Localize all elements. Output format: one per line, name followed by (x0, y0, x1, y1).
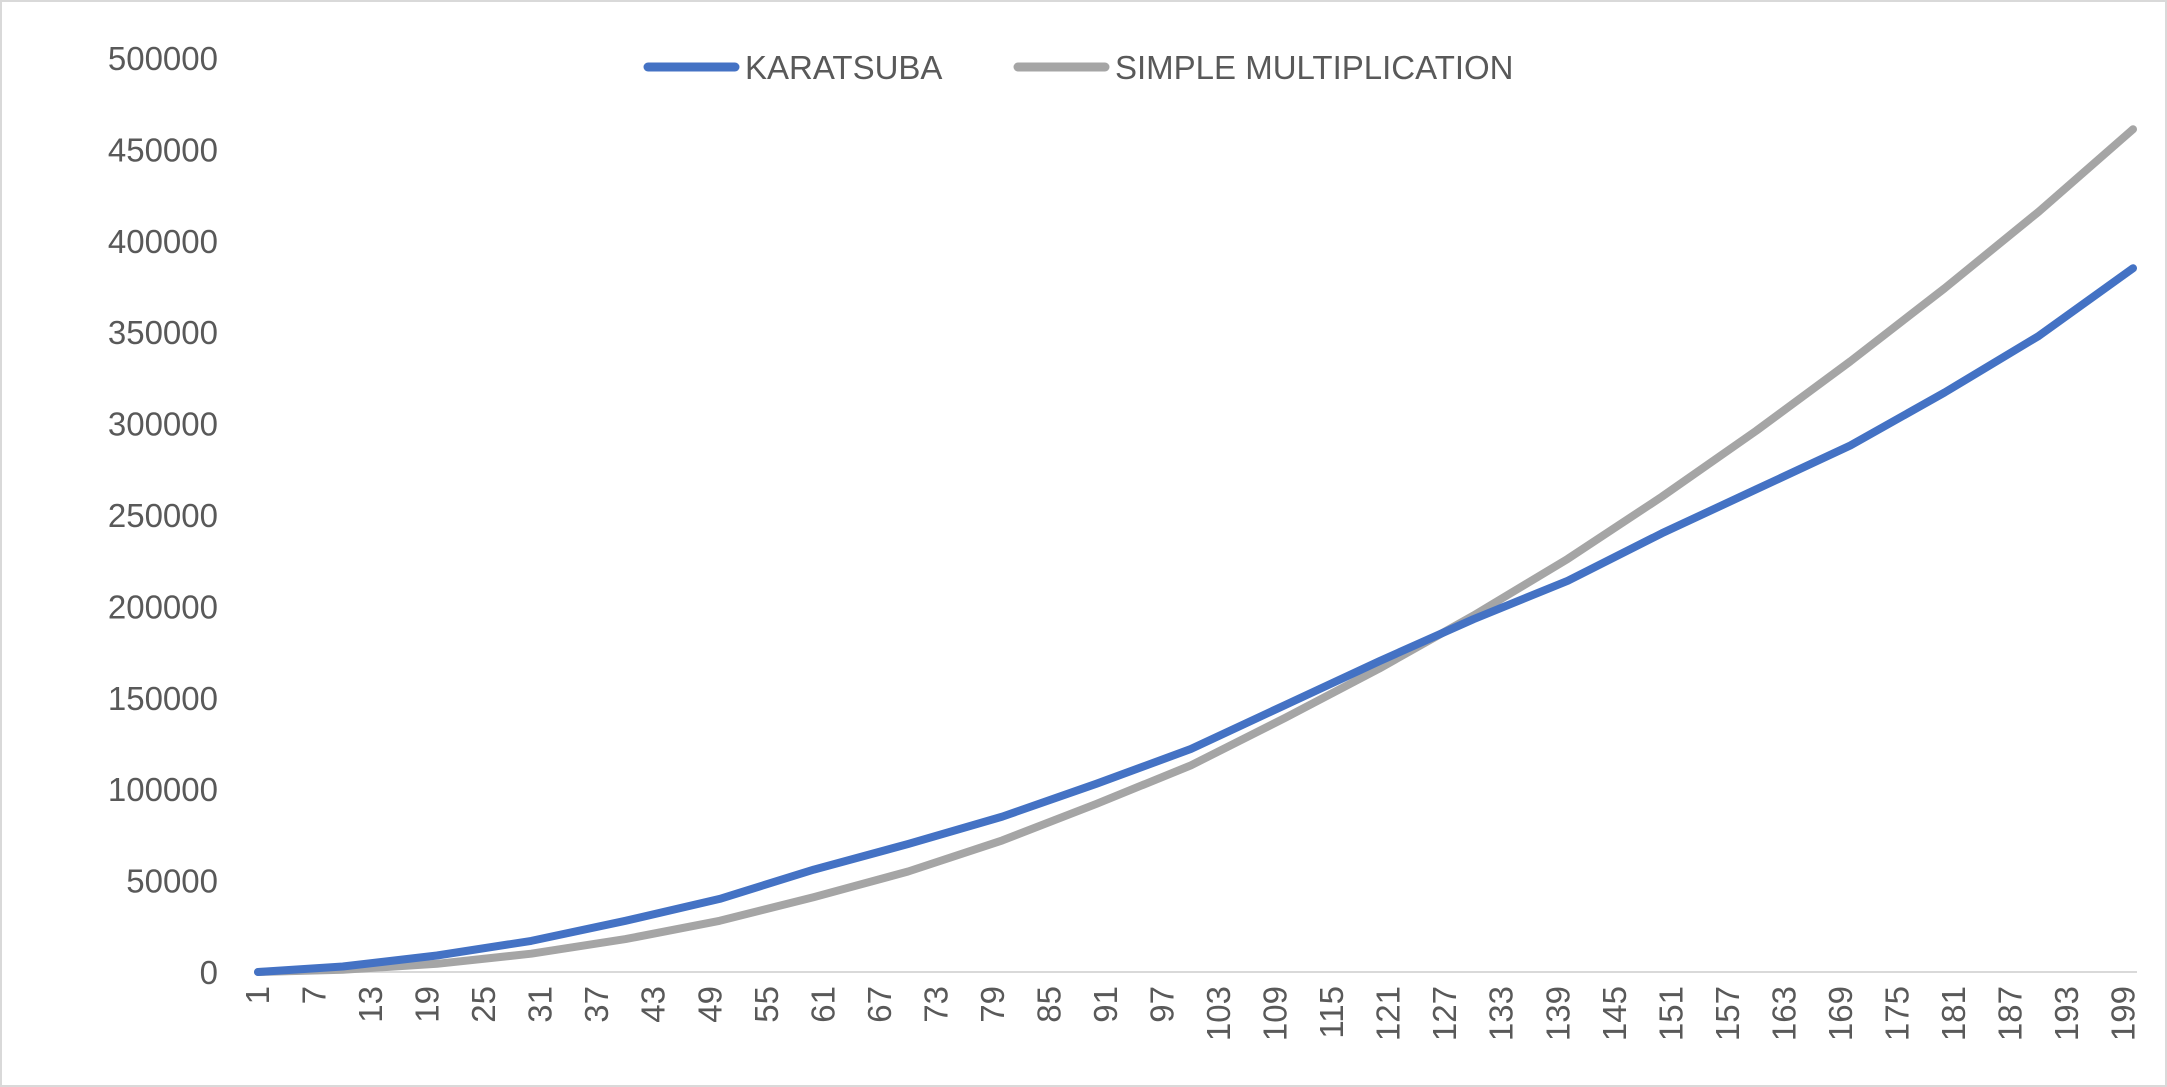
x-tick-label: 55 (748, 986, 785, 1023)
x-tick-label: 97 (1144, 986, 1181, 1023)
x-tick-label: 163 (1765, 986, 1802, 1041)
legend-label-karatsuba: KARATSUBA (745, 49, 942, 86)
x-tick-label: 7 (296, 986, 333, 1004)
series-layer (254, 125, 2137, 976)
x-tick-label: 121 (1370, 986, 1407, 1041)
series-line-simple-multiplication (254, 125, 2137, 976)
y-tick-label: 0 (200, 954, 218, 991)
x-tick-label: 145 (1596, 986, 1633, 1041)
legend-entry-karatsuba: KARATSUBA (643, 49, 942, 86)
legend-label-simple-multiplication: SIMPLE MULTIPLICATION (1115, 49, 1514, 86)
x-tick-label: 85 (1030, 986, 1067, 1023)
y-tick-label: 200000 (108, 588, 218, 625)
x-tick-label: 43 (635, 986, 672, 1023)
y-tick-label: 250000 (108, 497, 218, 534)
x-tick-label: 157 (1709, 986, 1746, 1041)
y-tick-label: 500000 (108, 40, 218, 77)
y-tick-label: 400000 (108, 223, 218, 260)
x-tick-label: 181 (1935, 986, 1972, 1041)
legend-entry-simple-multiplication: SIMPLE MULTIPLICATION (1013, 49, 1514, 86)
x-tick-label: 199 (2105, 986, 2142, 1041)
x-tick-label: 73 (917, 986, 954, 1023)
x-tick-label: 127 (1426, 986, 1463, 1041)
x-tick-label: 151 (1652, 986, 1689, 1041)
legend: KARATSUBA SIMPLE MULTIPLICATION (643, 49, 1514, 86)
x-tick-label: 19 (409, 986, 446, 1023)
x-tick-label: 67 (861, 986, 898, 1023)
x-tick-label: 133 (1483, 986, 1520, 1041)
y-tick-label: 450000 (108, 131, 218, 168)
x-tick-label: 169 (1822, 986, 1859, 1041)
x-tick-label: 175 (1878, 986, 1915, 1041)
x-tick-label: 139 (1539, 986, 1576, 1041)
x-tick-label: 13 (352, 986, 389, 1023)
x-tick-label: 187 (1992, 986, 2029, 1041)
x-tick-label: 61 (804, 986, 841, 1023)
y-tick-label: 300000 (108, 406, 218, 443)
x-tick-label: 1 (239, 986, 276, 1004)
y-axis: 0 50000 100000 150000 200000 250000 300000 3500… (108, 40, 218, 991)
y-tick-label: 50000 (126, 863, 218, 900)
x-tick-label: 103 (1200, 986, 1237, 1041)
x-axis: 1 7 13 19 25 31 37 43 49 55 61 67 73 79 85 91 97 103 109 11… (239, 971, 2142, 1041)
series-line-karatsuba (254, 264, 2137, 976)
x-tick-label: 193 (2048, 986, 2085, 1041)
x-tick-label: 37 (578, 986, 615, 1023)
x-tick-label: 49 (691, 986, 728, 1023)
y-tick-label: 100000 (108, 771, 218, 808)
x-tick-label: 115 (1313, 986, 1350, 1039)
x-tick-label: 79 (974, 986, 1011, 1023)
x-tick-label: 31 (522, 986, 559, 1023)
y-tick-label: 350000 (108, 314, 218, 351)
y-tick-label: 150000 (108, 680, 218, 717)
x-tick-label: 25 (465, 986, 502, 1023)
x-tick-label: 91 (1087, 986, 1124, 1023)
x-tick-label: 109 (1257, 986, 1294, 1041)
